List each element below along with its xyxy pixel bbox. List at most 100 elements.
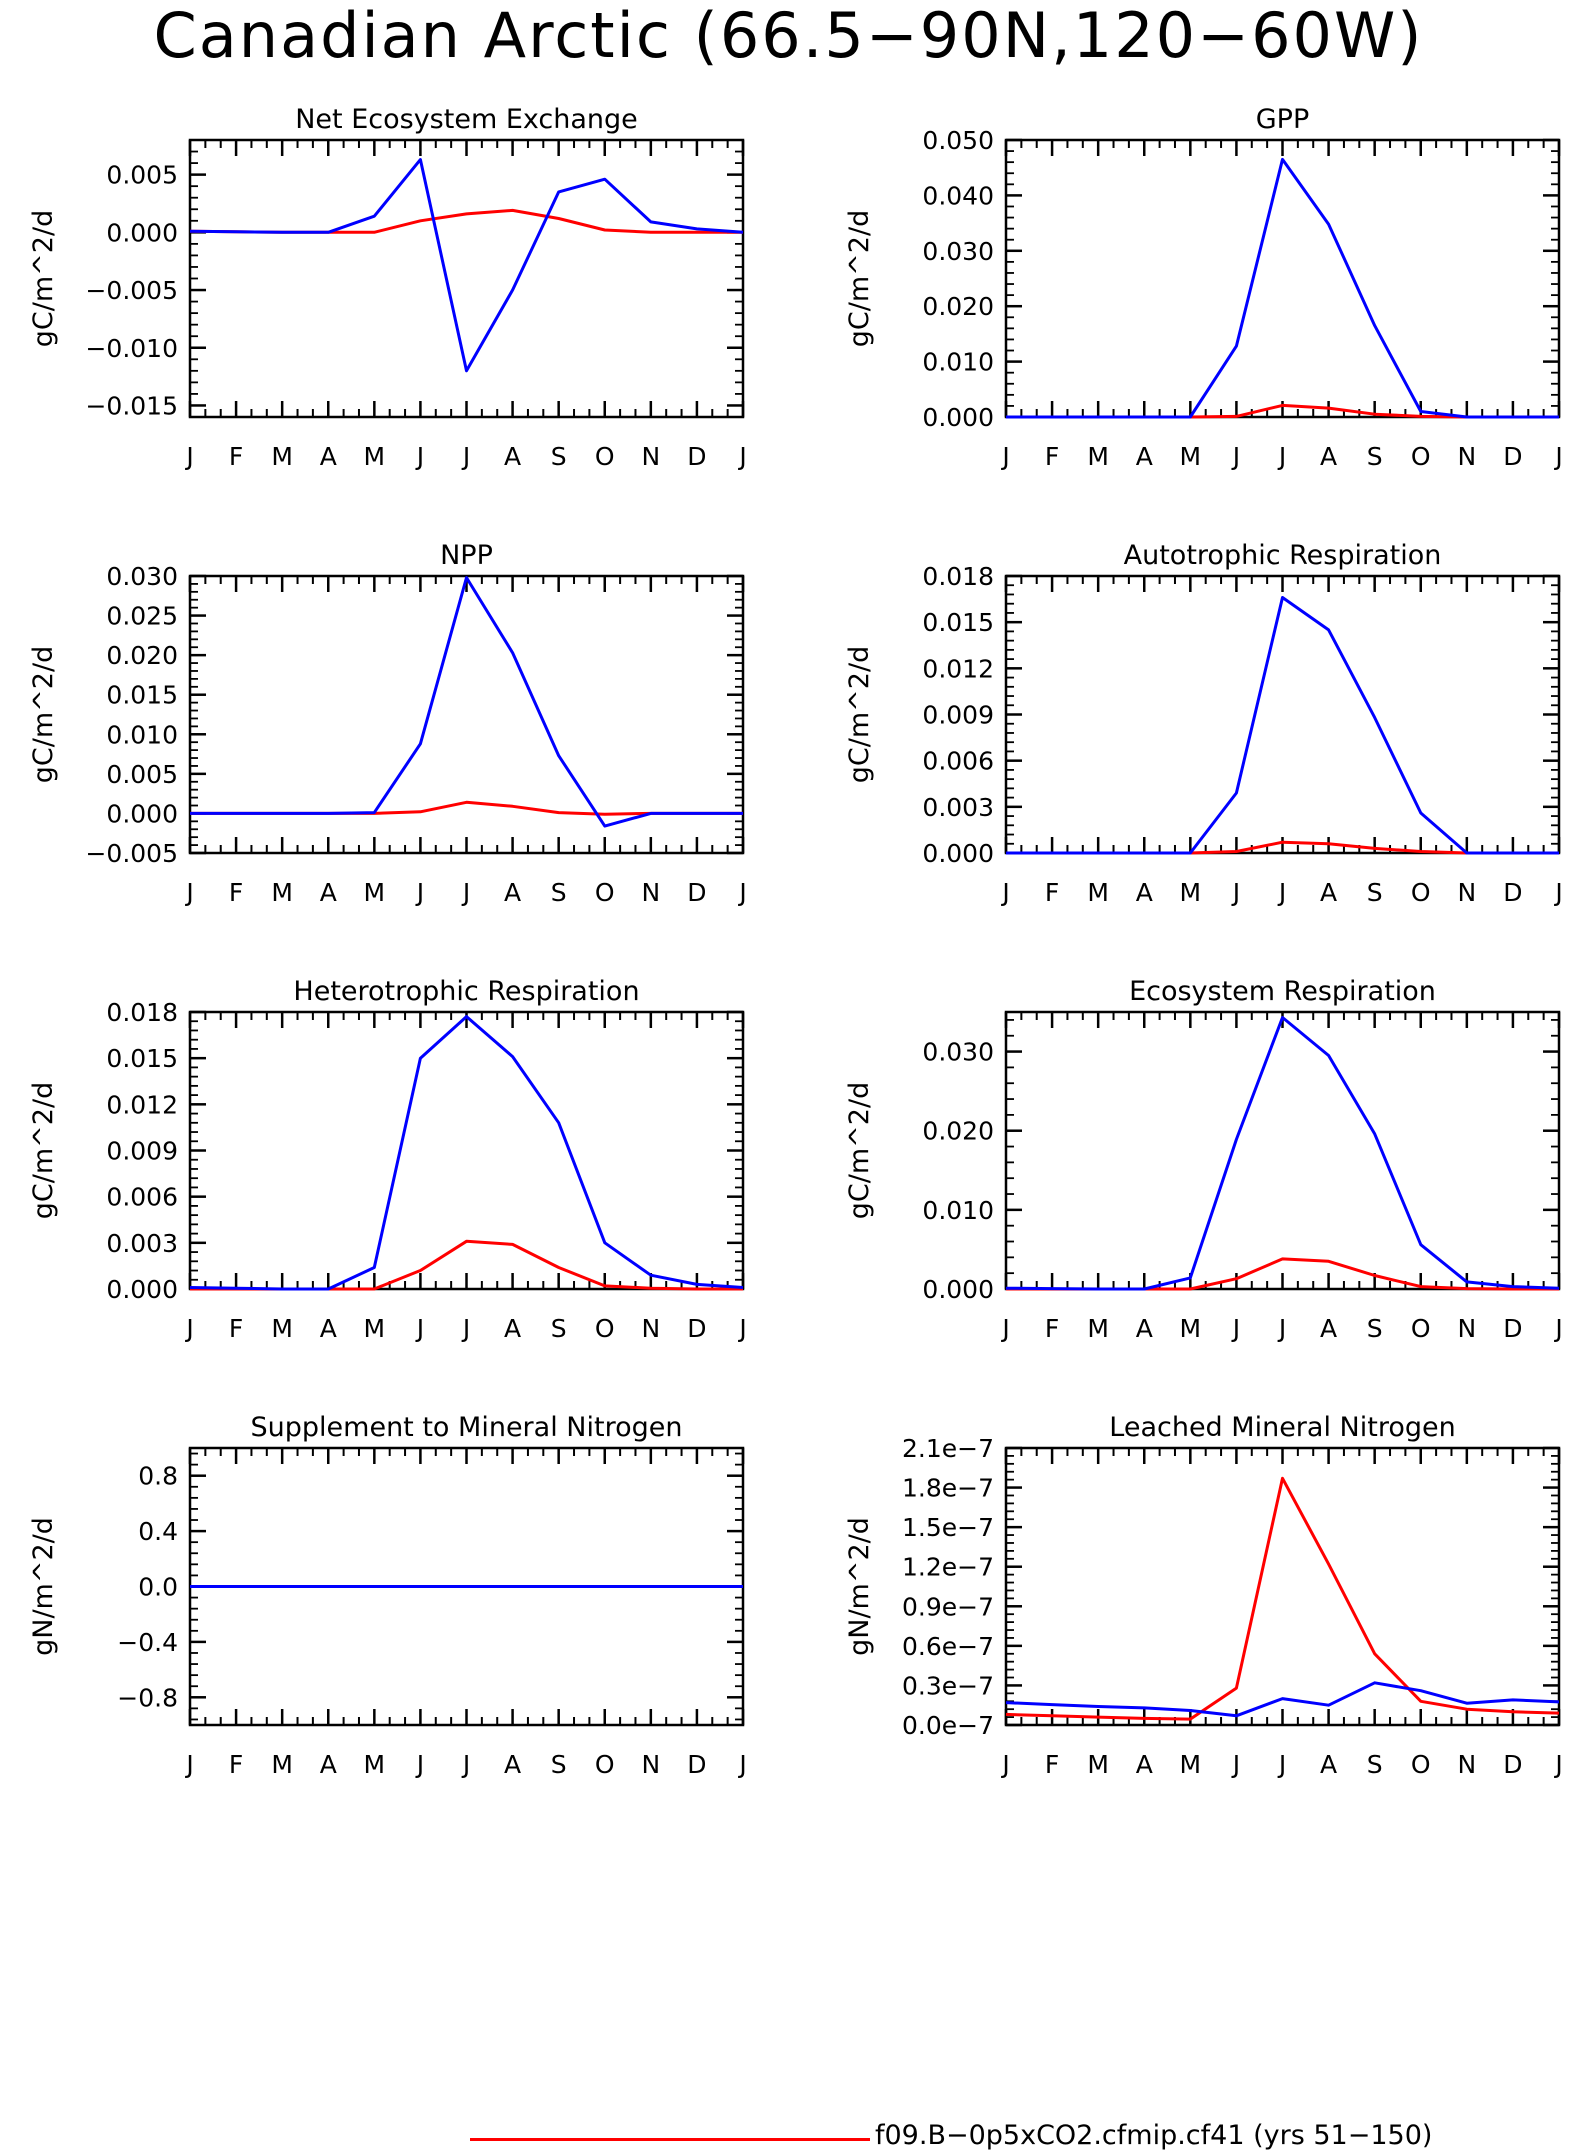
x-tick-label: N	[1457, 1750, 1476, 1779]
x-tick-label: A	[320, 878, 337, 907]
y-axis-label: gN/m^2/d	[28, 1517, 59, 1656]
x-tick-label: J	[1277, 1750, 1286, 1779]
x-tick-label: J	[461, 1750, 470, 1779]
x-tick-label: A	[1136, 442, 1153, 471]
legend-line-red	[470, 2138, 870, 2141]
x-tick-label: M	[271, 1314, 293, 1343]
y-tick-label: 0.012	[922, 654, 994, 683]
y-axis-label: gC/m^2/d	[28, 210, 59, 347]
y-axis-label: gC/m^2/d	[28, 1082, 59, 1219]
x-tick-label: J	[1231, 878, 1240, 907]
x-tick-label: M	[1180, 442, 1202, 471]
series-line-red	[1005, 1476, 1560, 1721]
y-tick-label: −0.005	[85, 276, 178, 305]
x-tick-label: A	[320, 442, 337, 471]
y-tick-label: 0.009	[106, 1137, 178, 1166]
y-tick-label: 0.000	[106, 1275, 178, 1304]
plot-frame	[1004, 1446, 1561, 1727]
x-tick-label: D	[1503, 1750, 1522, 1779]
x-tick-label: A	[1136, 878, 1153, 907]
x-tick-label: A	[504, 1314, 521, 1343]
y-tick-label: 0.000	[922, 1275, 994, 1304]
y-tick-label: 0.018	[106, 998, 178, 1027]
x-tick-label: J	[415, 442, 424, 471]
x-tick-label: J	[737, 1314, 746, 1343]
y-tick-label: 0.3e−7	[902, 1671, 994, 1700]
y-tick-label: 0.025	[106, 602, 178, 631]
x-tick-label: J	[1553, 878, 1562, 907]
x-tick-label: J	[1553, 1750, 1562, 1779]
x-tick-label: A	[320, 1314, 337, 1343]
y-tick-label: 0.005	[106, 161, 178, 190]
y-tick-label: 0.003	[106, 1229, 178, 1258]
y-tick-label: 0.012	[106, 1090, 178, 1119]
y-tick-label: 1.2e−7	[902, 1553, 994, 1582]
y-tick-label: −0.4	[117, 1628, 178, 1657]
y-tick-label: 2.1e−7	[902, 1434, 994, 1463]
y-tick-label: 0.006	[106, 1183, 178, 1212]
y-tick-label: 0.000	[106, 799, 178, 828]
x-tick-label: F	[1045, 1750, 1059, 1779]
x-tick-label: A	[504, 442, 521, 471]
x-tick-label: A	[1320, 442, 1337, 471]
y-tick-label: 1.8e−7	[902, 1474, 994, 1503]
x-tick-label: J	[1553, 1314, 1562, 1343]
y-tick-label: 0.009	[922, 701, 994, 730]
series-line-blue	[1005, 1016, 1560, 1291]
x-tick-label: A	[320, 1750, 337, 1779]
y-tick-label: 0.9e−7	[902, 1592, 994, 1621]
x-tick-label: M	[1180, 1750, 1202, 1779]
y-tick-label: 0.020	[922, 1117, 994, 1146]
x-tick-label: F	[229, 442, 243, 471]
x-tick-label: S	[551, 1314, 567, 1343]
x-tick-label: M	[1087, 442, 1109, 471]
x-tick-label: F	[1045, 878, 1059, 907]
x-tick-label: J	[737, 442, 746, 471]
series-line-blue	[189, 158, 744, 373]
x-tick-label: N	[641, 1750, 660, 1779]
x-tick-label: M	[271, 878, 293, 907]
x-tick-label: J	[1000, 442, 1009, 471]
x-tick-label: O	[1411, 878, 1431, 907]
y-tick-label: 0.010	[106, 720, 178, 749]
x-tick-label: F	[1045, 442, 1059, 471]
x-tick-label: F	[229, 1750, 243, 1779]
y-tick-label: 0.015	[922, 608, 994, 637]
page-title: Canadian Arctic (66.5−90N,120−60W)	[153, 0, 1424, 72]
x-tick-label: M	[1087, 878, 1109, 907]
x-tick-label: M	[1087, 1314, 1109, 1343]
x-tick-label: J	[1553, 442, 1562, 471]
x-tick-label: O	[595, 442, 615, 471]
x-tick-label: J	[1231, 1750, 1240, 1779]
series-line-blue	[1005, 1681, 1560, 1718]
x-tick-label: A	[1320, 1314, 1337, 1343]
y-tick-label: 0.015	[106, 681, 178, 710]
x-tick-label: A	[1320, 1750, 1337, 1779]
x-tick-label: J	[1231, 442, 1240, 471]
x-tick-label: N	[1457, 1314, 1476, 1343]
x-tick-label: M	[271, 1750, 293, 1779]
y-tick-label: 0.6e−7	[902, 1632, 994, 1661]
x-tick-label: S	[1367, 1750, 1383, 1779]
x-tick-label: D	[1503, 442, 1522, 471]
series-line-blue	[189, 1015, 744, 1291]
x-tick-label: A	[1320, 878, 1337, 907]
y-tick-label: −0.015	[85, 391, 178, 420]
x-tick-label: M	[1180, 878, 1202, 907]
x-tick-label: S	[551, 1750, 567, 1779]
legend-label: f09.B−0p5xCO2.cfmip.cf41 (yrs 51−150)	[875, 2120, 1433, 2151]
x-tick-label: J	[415, 878, 424, 907]
x-tick-label: M	[364, 1314, 386, 1343]
y-tick-label: 0.010	[922, 1196, 994, 1225]
y-tick-label: 0.010	[922, 348, 994, 377]
x-tick-label: J	[1277, 1314, 1286, 1343]
y-tick-label: −0.005	[85, 839, 178, 868]
x-tick-label: O	[595, 1750, 615, 1779]
y-tick-label: 0.015	[106, 1044, 178, 1073]
y-tick-label: 0.030	[922, 1038, 994, 1067]
x-tick-label: M	[364, 878, 386, 907]
